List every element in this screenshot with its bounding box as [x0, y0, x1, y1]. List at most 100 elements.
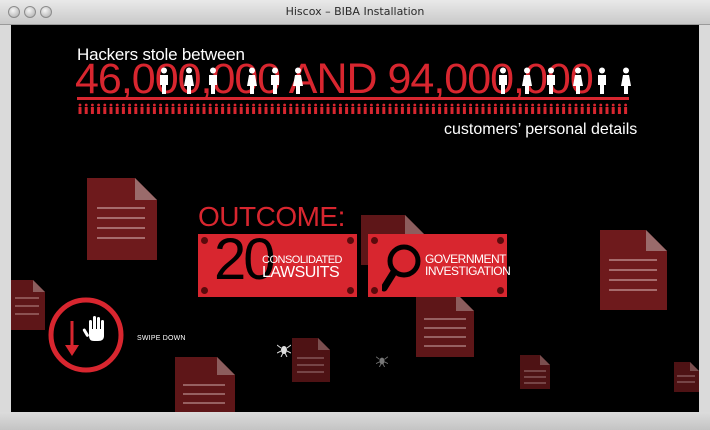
swipe-down-control[interactable] [46, 295, 126, 375]
tiny-person-icon [506, 103, 510, 114]
tiny-person-icon [301, 103, 305, 114]
tiny-person-icon [332, 103, 336, 114]
tiny-person-icon [165, 103, 169, 114]
document-icon [674, 362, 699, 392]
subline-text: customers’ personal details [444, 121, 638, 138]
tiny-person-icon [407, 103, 411, 114]
tiny-person-icon [537, 103, 541, 114]
tiny-person-icon [419, 103, 423, 114]
investigation-label-line2: INVESTIGATION [425, 264, 511, 278]
tiny-person-icon [413, 103, 417, 114]
person-figure-icon [598, 67, 606, 94]
tiny-person-icon [593, 103, 597, 114]
tiny-person-icon [276, 103, 280, 114]
tiny-person-icon [90, 103, 94, 114]
tiny-person-icon [252, 103, 256, 114]
tiny-person-icon [221, 103, 225, 114]
bolt-icon [347, 287, 354, 294]
headline-text: Hackers stole between [77, 45, 245, 64]
window-title: Hiscox – BIBA Installation [285, 5, 425, 18]
tiny-person-icon [549, 103, 553, 114]
tiny-person-icon [394, 103, 398, 114]
bolt-icon [371, 287, 378, 294]
tiny-person-icon [462, 103, 466, 114]
close-window-button[interactable] [8, 6, 20, 18]
tiny-person-icon [524, 103, 528, 114]
tiny-person-icon [183, 103, 187, 114]
tiny-person-icon [425, 103, 429, 114]
tiny-person-icon [531, 103, 535, 114]
tiny-person-icon [338, 103, 342, 114]
spider-icon [277, 344, 291, 357]
document-icon [175, 357, 235, 412]
document-icon [600, 230, 667, 310]
person-figure-icon [184, 67, 194, 94]
tiny-person-icon [605, 103, 609, 114]
tiny-person-icon [493, 103, 497, 114]
tiny-person-icon [617, 103, 621, 114]
tiny-person-icon [314, 103, 318, 114]
lawsuits-panel: 20 CONSOLIDATED LAWSUITS [198, 230, 357, 297]
tiny-person-icon [357, 103, 361, 114]
tiny-person-icon [518, 103, 522, 114]
down-arrow-icon [65, 321, 79, 356]
tiny-person-icon [512, 103, 516, 114]
bolt-icon [497, 287, 504, 294]
person-figure-icon [247, 67, 257, 94]
lawsuit-count: 20 [214, 227, 275, 292]
tiny-person-icon [283, 103, 287, 114]
tiny-person-icon [190, 103, 194, 114]
tiny-person-icon [562, 103, 566, 114]
tiny-person-icon [369, 103, 373, 114]
document-icon [87, 178, 157, 260]
tiny-person-icon [208, 103, 212, 114]
tiny-person-icon [382, 103, 386, 114]
tiny-person-icon [611, 103, 615, 114]
lawsuits-label-line2: LAWSUITS [262, 264, 340, 281]
tiny-person-icon [103, 103, 107, 114]
tiny-person-icon [599, 103, 603, 114]
tiny-person-icon [469, 103, 473, 114]
person-figure-icon [271, 67, 279, 94]
bolt-icon [201, 287, 208, 294]
zoom-window-button[interactable] [40, 6, 52, 18]
minimize-window-button[interactable] [24, 6, 36, 18]
tiny-person-icon [624, 103, 628, 114]
person-figures-overlay [160, 67, 631, 94]
title-bar[interactable]: Hiscox – BIBA Installation [0, 0, 710, 25]
infographic-canvas[interactable]: Hackers stole between 46,000,000 AND 94,… [11, 25, 699, 412]
tiny-person-icon [388, 103, 392, 114]
tiny-person-icon [115, 103, 119, 114]
bolt-icon [201, 237, 208, 244]
tiny-person-icon [78, 103, 82, 114]
person-figure-icon [522, 67, 532, 94]
tiny-person-icon [289, 103, 293, 114]
tiny-person-icon [363, 103, 367, 114]
spider-icon [376, 356, 388, 367]
tiny-person-icon [543, 103, 547, 114]
tiny-person-icon [438, 103, 442, 114]
tiny-person-icon [134, 103, 138, 114]
tiny-person-icon [245, 103, 249, 114]
magnifier-icon [382, 244, 421, 292]
tiny-person-icon [121, 103, 125, 114]
tiny-person-icon [202, 103, 206, 114]
swipe-down-label: SWIPE DOWN [137, 335, 186, 342]
bolt-icon [497, 237, 504, 244]
tiny-person-icon [320, 103, 324, 114]
person-figure-icon [573, 67, 583, 94]
tiny-person-icon [586, 103, 590, 114]
tiny-person-icon [233, 103, 237, 114]
tiny-person-icon [574, 103, 578, 114]
tiny-person-icon [444, 103, 448, 114]
tiny-person-icon [264, 103, 268, 114]
tiny-person-icon [146, 103, 150, 114]
tiny-person-icon [140, 103, 144, 114]
outcome-title: OUTCOME: [198, 201, 345, 232]
tiny-person-icon [456, 103, 460, 114]
tiny-person-icon [450, 103, 454, 114]
investigation-panel: GOVERNMENT INVESTIGATION [368, 234, 511, 297]
tiny-person-icon [487, 103, 491, 114]
tiny-person-icon [239, 103, 243, 114]
document-icon [11, 280, 45, 330]
